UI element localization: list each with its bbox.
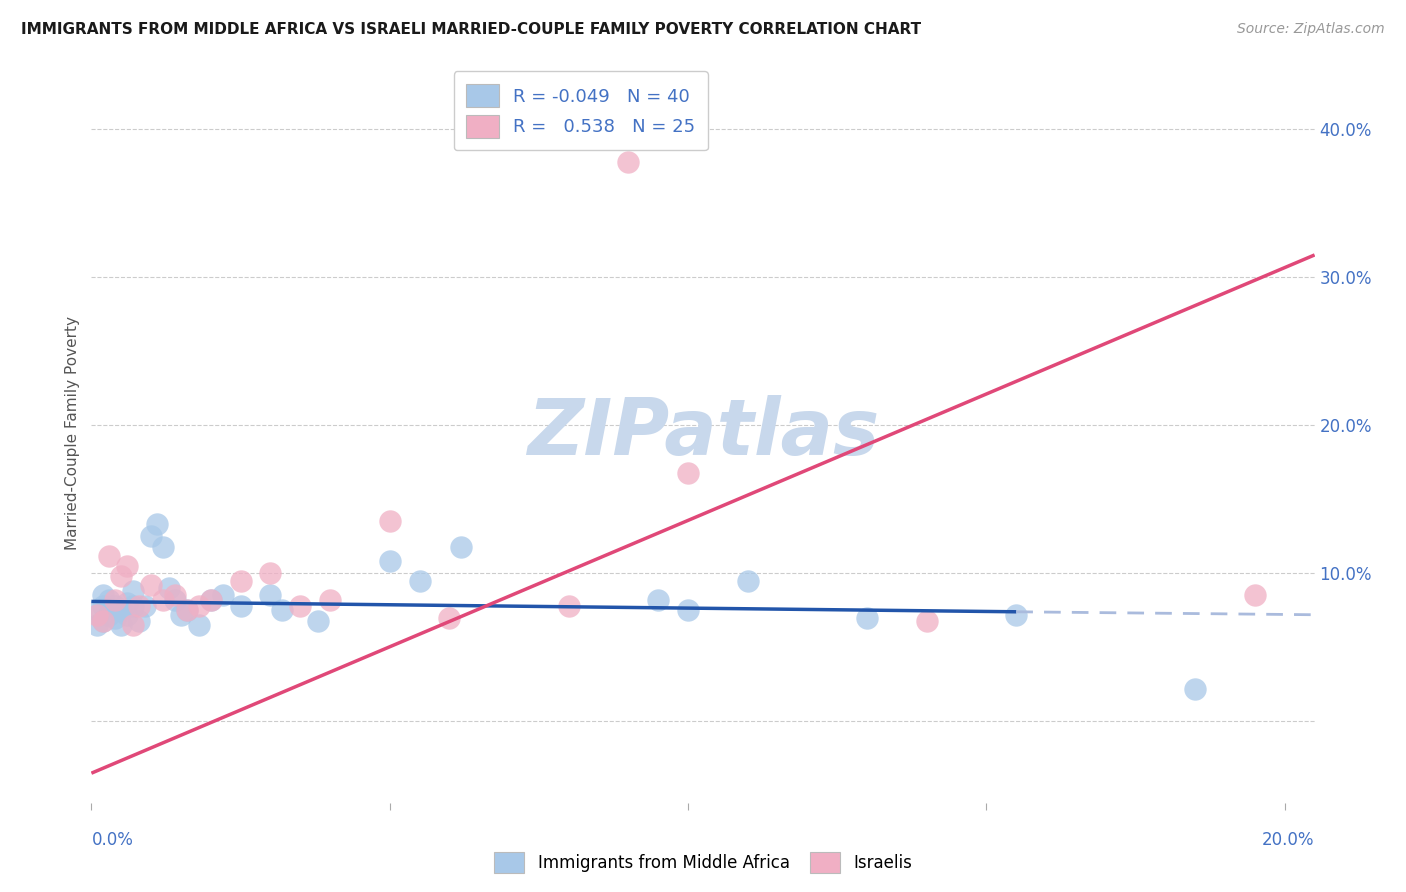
Point xyxy=(98,593,121,607)
Point xyxy=(290,599,312,613)
Point xyxy=(110,618,132,632)
Point xyxy=(91,599,114,613)
Point xyxy=(91,589,114,603)
Point xyxy=(128,599,150,613)
Point xyxy=(450,540,472,554)
Text: IMMIGRANTS FROM MIDDLE AFRICA VS ISRAELI MARRIED-COUPLE FAMILY POVERTY CORRELATI: IMMIGRANTS FROM MIDDLE AFRICA VS ISRAELI… xyxy=(21,22,921,37)
Point xyxy=(439,611,461,625)
Text: ZIPatlas: ZIPatlas xyxy=(527,394,879,471)
Point xyxy=(647,593,669,607)
Point xyxy=(152,540,174,554)
Point xyxy=(737,574,759,588)
Point xyxy=(98,607,121,622)
Point xyxy=(229,599,252,613)
Point xyxy=(128,614,150,628)
Point xyxy=(187,599,209,613)
Point xyxy=(378,515,401,529)
Point xyxy=(915,614,938,628)
Point xyxy=(271,603,294,617)
Point xyxy=(378,554,401,568)
Legend: R = -0.049   N = 40, R =   0.538   N = 25: R = -0.049 N = 40, R = 0.538 N = 25 xyxy=(454,71,707,151)
Point xyxy=(86,607,108,622)
Point xyxy=(319,593,342,607)
Y-axis label: Married-Couple Family Poverty: Married-Couple Family Poverty xyxy=(65,316,80,549)
Point xyxy=(408,574,430,588)
Point xyxy=(115,596,138,610)
Point xyxy=(115,558,138,573)
Point xyxy=(86,603,108,617)
Point xyxy=(134,599,156,613)
Text: 0.0%: 0.0% xyxy=(91,831,134,849)
Point xyxy=(110,569,132,583)
Text: 20.0%: 20.0% xyxy=(1263,831,1315,849)
Point xyxy=(86,618,108,632)
Point xyxy=(1184,681,1206,696)
Point xyxy=(98,549,121,563)
Point xyxy=(91,614,114,628)
Point xyxy=(152,593,174,607)
Point xyxy=(187,618,209,632)
Point xyxy=(139,578,162,592)
Point xyxy=(259,566,281,581)
Point xyxy=(176,603,198,617)
Point xyxy=(104,611,127,625)
Point xyxy=(558,599,581,613)
Point xyxy=(91,614,114,628)
Point xyxy=(122,618,145,632)
Point xyxy=(146,517,169,532)
Point xyxy=(157,581,180,595)
Point xyxy=(259,589,281,603)
Point xyxy=(163,589,186,603)
Point xyxy=(229,574,252,588)
Point xyxy=(676,603,699,617)
Point xyxy=(307,614,329,628)
Point xyxy=(110,603,132,617)
Point xyxy=(122,599,145,613)
Point xyxy=(139,529,162,543)
Point xyxy=(104,593,127,607)
Point xyxy=(115,607,138,622)
Point xyxy=(200,593,222,607)
Point xyxy=(163,593,186,607)
Point xyxy=(1244,589,1267,603)
Point xyxy=(211,589,233,603)
Point xyxy=(856,611,879,625)
Point xyxy=(176,603,198,617)
Point xyxy=(104,599,127,613)
Point xyxy=(200,593,222,607)
Point xyxy=(676,466,699,480)
Point xyxy=(122,584,145,599)
Point xyxy=(1005,607,1028,622)
Text: Source: ZipAtlas.com: Source: ZipAtlas.com xyxy=(1237,22,1385,37)
Legend: Immigrants from Middle Africa, Israelis: Immigrants from Middle Africa, Israelis xyxy=(488,846,918,880)
Point xyxy=(617,154,640,169)
Point xyxy=(170,607,193,622)
